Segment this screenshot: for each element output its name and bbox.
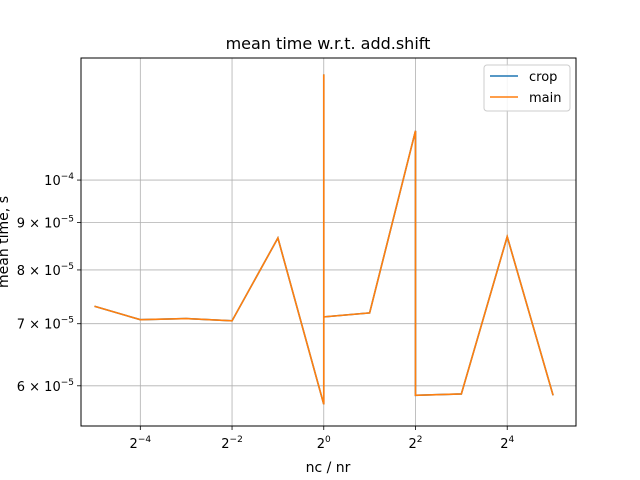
x-tick-label: 2−4 — [130, 435, 152, 452]
y-tick-label: 9 × 10−5 — [17, 214, 74, 231]
y-axis: 6 × 10−5 7 × 10−5 8 × 10−5 9 × 10−5 10−4 — [17, 172, 81, 395]
x-tick-label: 2−2 — [221, 435, 243, 452]
x-axis: 2−4 2−2 20 22 24 — [130, 426, 514, 452]
x-axis-label: nc / nr — [306, 460, 351, 476]
y-tick-label: 6 × 10−5 — [17, 378, 74, 395]
series-group — [94, 74, 554, 405]
y-axis-label: mean time, s — [0, 196, 12, 288]
legend-label-crop: crop — [529, 70, 557, 85]
y-tick-label: 10−4 — [44, 172, 74, 189]
y-tick-label: 7 × 10−5 — [17, 316, 74, 333]
legend-label-main: main — [529, 91, 561, 106]
series-line-main — [94, 74, 554, 405]
plot-frame — [80, 57, 577, 427]
x-tick-label: 22 — [408, 435, 422, 452]
grid — [81, 58, 576, 426]
y-tick-label: 8 × 10−5 — [17, 262, 74, 279]
chart-title: mean time w.r.t. add.shift — [226, 34, 431, 53]
x-tick-label: 20 — [317, 435, 331, 452]
legend: crop main — [483, 64, 571, 112]
x-tick-label: 24 — [500, 435, 514, 452]
